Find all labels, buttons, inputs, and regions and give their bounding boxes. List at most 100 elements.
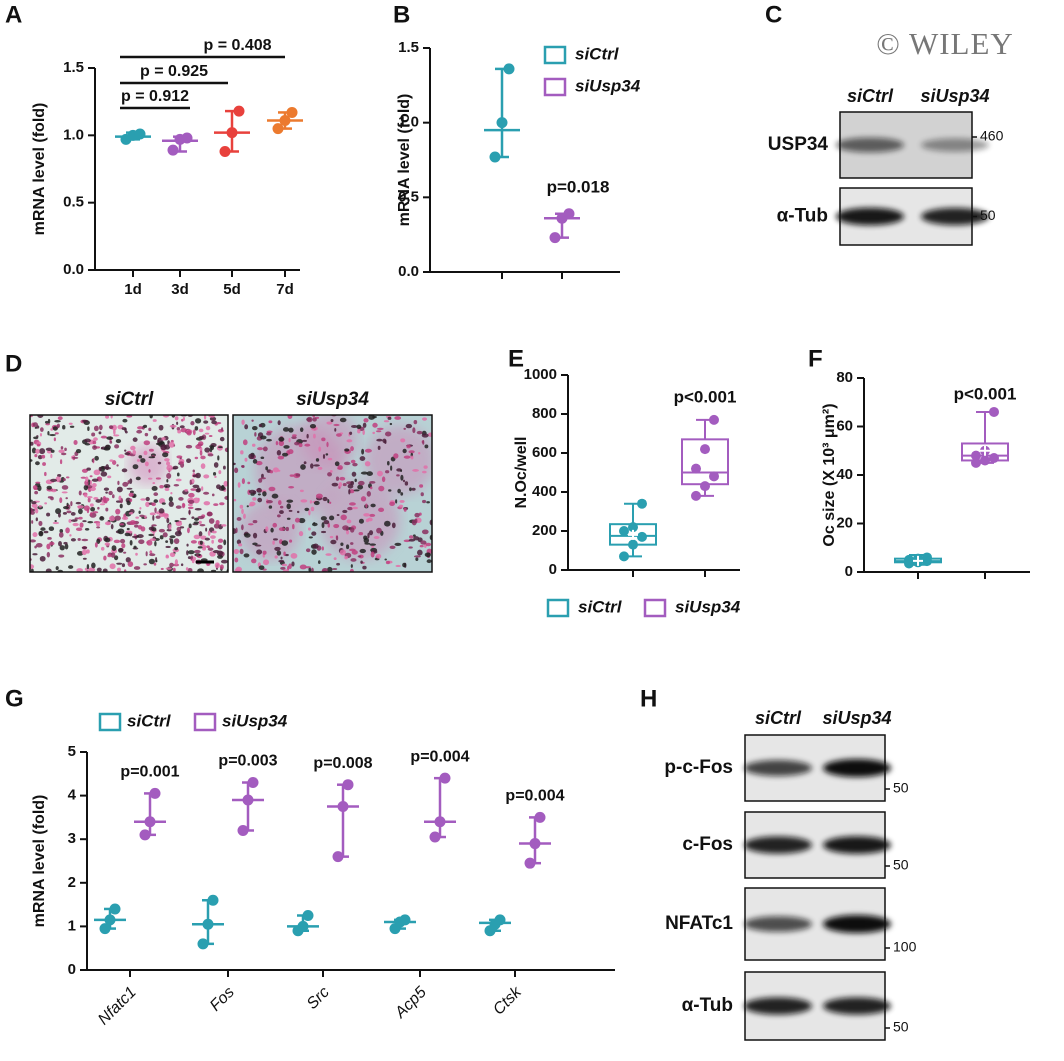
cell — [74, 517, 79, 520]
blot-band — [836, 137, 904, 153]
cell — [179, 425, 185, 429]
cell — [196, 553, 199, 558]
cell — [153, 435, 158, 440]
data-point — [922, 552, 932, 563]
cell — [166, 478, 169, 483]
cell — [45, 568, 52, 572]
cell — [315, 458, 320, 462]
cell — [144, 461, 149, 467]
cell — [118, 547, 124, 552]
cell — [204, 537, 211, 541]
cell — [139, 514, 145, 518]
cell — [148, 533, 155, 537]
cell — [213, 503, 219, 507]
cell — [31, 503, 38, 508]
cell — [313, 521, 316, 525]
cell — [370, 486, 373, 490]
cell — [190, 421, 195, 426]
y-tick-label: 1 — [68, 917, 76, 934]
cell — [82, 419, 89, 423]
cell — [50, 453, 53, 459]
cell — [413, 555, 421, 558]
cell — [164, 487, 170, 491]
data-point — [197, 938, 209, 950]
y-tick-label: 80 — [836, 369, 853, 386]
cell — [91, 562, 96, 569]
cell — [30, 564, 35, 570]
cell — [97, 506, 100, 510]
size-marker: 460 — [980, 128, 1004, 144]
cell — [148, 558, 155, 565]
cell — [44, 420, 49, 424]
cell — [100, 435, 108, 439]
cell — [186, 550, 189, 556]
cell — [124, 449, 127, 452]
cell — [152, 419, 157, 422]
x-tick-label: Fos — [207, 984, 238, 1015]
cell — [129, 539, 133, 546]
micrograph — [233, 415, 432, 572]
cell — [268, 486, 276, 492]
cell — [114, 444, 120, 449]
cell — [86, 467, 91, 471]
y-axis-label: N.Oc/well — [513, 436, 530, 508]
p-value: p = 0.408 — [203, 37, 271, 54]
cell — [277, 514, 281, 518]
micrograph-frame — [29, 414, 229, 573]
cell — [135, 476, 141, 481]
cell — [47, 431, 50, 436]
cell — [215, 421, 222, 425]
cell — [62, 511, 68, 515]
cell — [192, 497, 200, 504]
cell — [346, 544, 350, 550]
cell — [195, 418, 202, 424]
cell — [321, 522, 325, 529]
cell — [75, 501, 82, 505]
cell — [358, 518, 364, 524]
cell — [40, 527, 46, 531]
cell — [129, 498, 133, 502]
cell — [116, 562, 123, 565]
cell — [61, 491, 68, 494]
cell — [82, 520, 87, 523]
legend-swatch — [98, 712, 122, 732]
panel-letter: A — [5, 1, 22, 28]
cell — [93, 469, 101, 476]
cell — [134, 524, 139, 528]
cell — [194, 508, 202, 511]
cell — [190, 488, 197, 491]
cell — [161, 502, 166, 505]
cell — [281, 540, 289, 546]
cell — [40, 427, 44, 432]
panel-letter: C — [765, 1, 782, 28]
cell — [84, 438, 91, 443]
cell — [54, 419, 61, 423]
cell — [217, 446, 223, 449]
cell — [343, 461, 351, 466]
data-point — [219, 145, 231, 157]
cell — [385, 560, 391, 565]
cell — [58, 540, 62, 547]
cell — [65, 497, 68, 500]
cell — [368, 530, 374, 536]
cell — [95, 499, 102, 503]
cell — [257, 497, 263, 503]
cell — [211, 493, 215, 497]
mean-marker — [980, 445, 990, 456]
y-tick-label: 0.0 — [63, 261, 84, 278]
cell — [138, 539, 145, 545]
cell — [251, 558, 257, 564]
cell — [200, 463, 206, 470]
cell — [102, 568, 108, 572]
cell — [321, 546, 324, 551]
cell — [61, 485, 69, 490]
cell — [155, 442, 163, 446]
cell — [165, 555, 170, 559]
cell — [46, 551, 51, 558]
cell — [213, 462, 219, 468]
data-point — [700, 444, 710, 455]
cell — [96, 526, 101, 529]
cell — [349, 568, 354, 572]
cell — [105, 464, 110, 471]
cell — [199, 540, 203, 545]
